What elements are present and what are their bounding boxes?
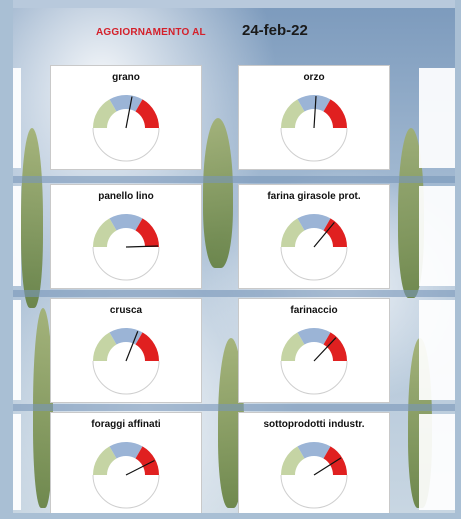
gauge-zone-mid xyxy=(109,214,143,231)
gauge-dial xyxy=(92,328,160,395)
gauge-needle xyxy=(125,459,155,476)
gauge-lower-outline xyxy=(280,127,348,162)
left-edge-panel xyxy=(13,186,21,286)
gauge-panel-farinaccio[interactable]: farinaccio xyxy=(238,298,390,403)
row-divider xyxy=(13,290,455,297)
gauge-zone-low xyxy=(281,99,305,128)
window-left-border xyxy=(0,0,13,519)
gauge-title: grano xyxy=(112,72,140,83)
row-divider xyxy=(13,176,455,183)
gauge-lower-outline xyxy=(92,474,160,509)
gauge-needle xyxy=(313,221,335,248)
header: AGGIORNAMENTO AL 24-feb-22 xyxy=(13,8,455,48)
gauge-zone-mid xyxy=(109,95,143,112)
row-divider xyxy=(13,404,455,411)
window-right-border xyxy=(455,0,461,519)
gauge-needle xyxy=(313,337,337,362)
gauge-lower-outline xyxy=(92,246,160,281)
right-edge-panel xyxy=(419,68,455,168)
gauge-title: crusca xyxy=(109,305,143,316)
left-edge-panel xyxy=(13,300,21,400)
gauge-zone-high xyxy=(135,446,159,475)
gauge-lower-outline xyxy=(92,127,160,162)
gauge-needle xyxy=(313,457,342,476)
gauge-zone-high xyxy=(323,99,347,128)
gauge-zone-high xyxy=(323,446,347,475)
right-edge-panel xyxy=(419,300,455,400)
gauge-dial xyxy=(92,442,160,509)
gauge-dial xyxy=(280,442,348,509)
gauge-needle xyxy=(313,96,317,129)
gauge-zone-high xyxy=(135,332,159,361)
gauge-zone-low xyxy=(281,446,305,475)
gauge-dial xyxy=(280,95,348,162)
gauge-zone-low xyxy=(93,446,117,475)
gauge-lower-outline xyxy=(280,360,348,395)
gauge-zone-high xyxy=(323,218,347,247)
gauge-dial xyxy=(92,214,160,281)
gauge-zone-low xyxy=(93,99,117,128)
gauge-zone-high xyxy=(135,99,159,128)
update-label: AGGIORNAMENTO AL xyxy=(96,27,206,38)
gauge-zone-low xyxy=(93,218,117,247)
gauge-zone-high xyxy=(323,332,347,361)
gauge-needle xyxy=(125,96,133,129)
gauge-zone-low xyxy=(281,332,305,361)
gauge-title: sottoprodotti industr. xyxy=(263,419,365,430)
gauge-panel-crusca[interactable]: crusca xyxy=(50,298,202,403)
gauge-dial xyxy=(280,214,348,281)
gauge-title: farina girasole prot. xyxy=(267,191,361,202)
gauge-panel-foraggi-affinati[interactable]: foraggi affinati xyxy=(50,412,202,513)
gauge-title: panello lino xyxy=(98,191,154,202)
gauge-zone-mid xyxy=(297,328,331,345)
wheat-decoration xyxy=(203,118,233,268)
gauge-lower-outline xyxy=(92,360,160,395)
gauge-panel-sottoprodotti[interactable]: sottoprodotti industr. xyxy=(238,412,390,513)
gauge-title: orzo xyxy=(303,72,325,83)
gauge-panel-farina-girasole[interactable]: farina girasole prot. xyxy=(238,184,390,289)
gauge-needle xyxy=(125,245,159,248)
left-edge-panel xyxy=(13,414,21,510)
update-date: 24-feb-22 xyxy=(242,22,308,39)
gauge-title: foraggi affinati xyxy=(91,419,161,430)
gauge-dial xyxy=(92,95,160,162)
gauge-panel-grano[interactable]: grano xyxy=(50,65,202,170)
left-edge-panel xyxy=(13,68,21,168)
gauge-needle xyxy=(125,331,139,362)
gauge-dial xyxy=(280,328,348,395)
window-bottom-border xyxy=(0,513,461,519)
gauge-zone-mid xyxy=(297,95,331,112)
gauge-zone-high xyxy=(135,218,159,247)
gauge-zone-low xyxy=(93,332,117,361)
gauge-panel-panello-lino[interactable]: panello lino xyxy=(50,184,202,289)
wheat-decoration xyxy=(21,128,43,308)
gauge-panel-orzo[interactable]: orzo xyxy=(238,65,390,170)
right-edge-panel xyxy=(419,414,455,510)
gauge-zone-mid xyxy=(109,442,143,459)
gauge-title: farinaccio xyxy=(290,305,338,316)
dashboard-slide: AGGIORNAMENTO AL 24-feb-22 grano orzo pa… xyxy=(13,8,455,513)
gauge-zone-low xyxy=(281,218,305,247)
gauge-lower-outline xyxy=(280,474,348,509)
right-edge-panel xyxy=(419,186,455,286)
gauge-lower-outline xyxy=(280,246,348,281)
gauge-zone-mid xyxy=(297,214,331,231)
gauge-zone-mid xyxy=(297,442,331,459)
